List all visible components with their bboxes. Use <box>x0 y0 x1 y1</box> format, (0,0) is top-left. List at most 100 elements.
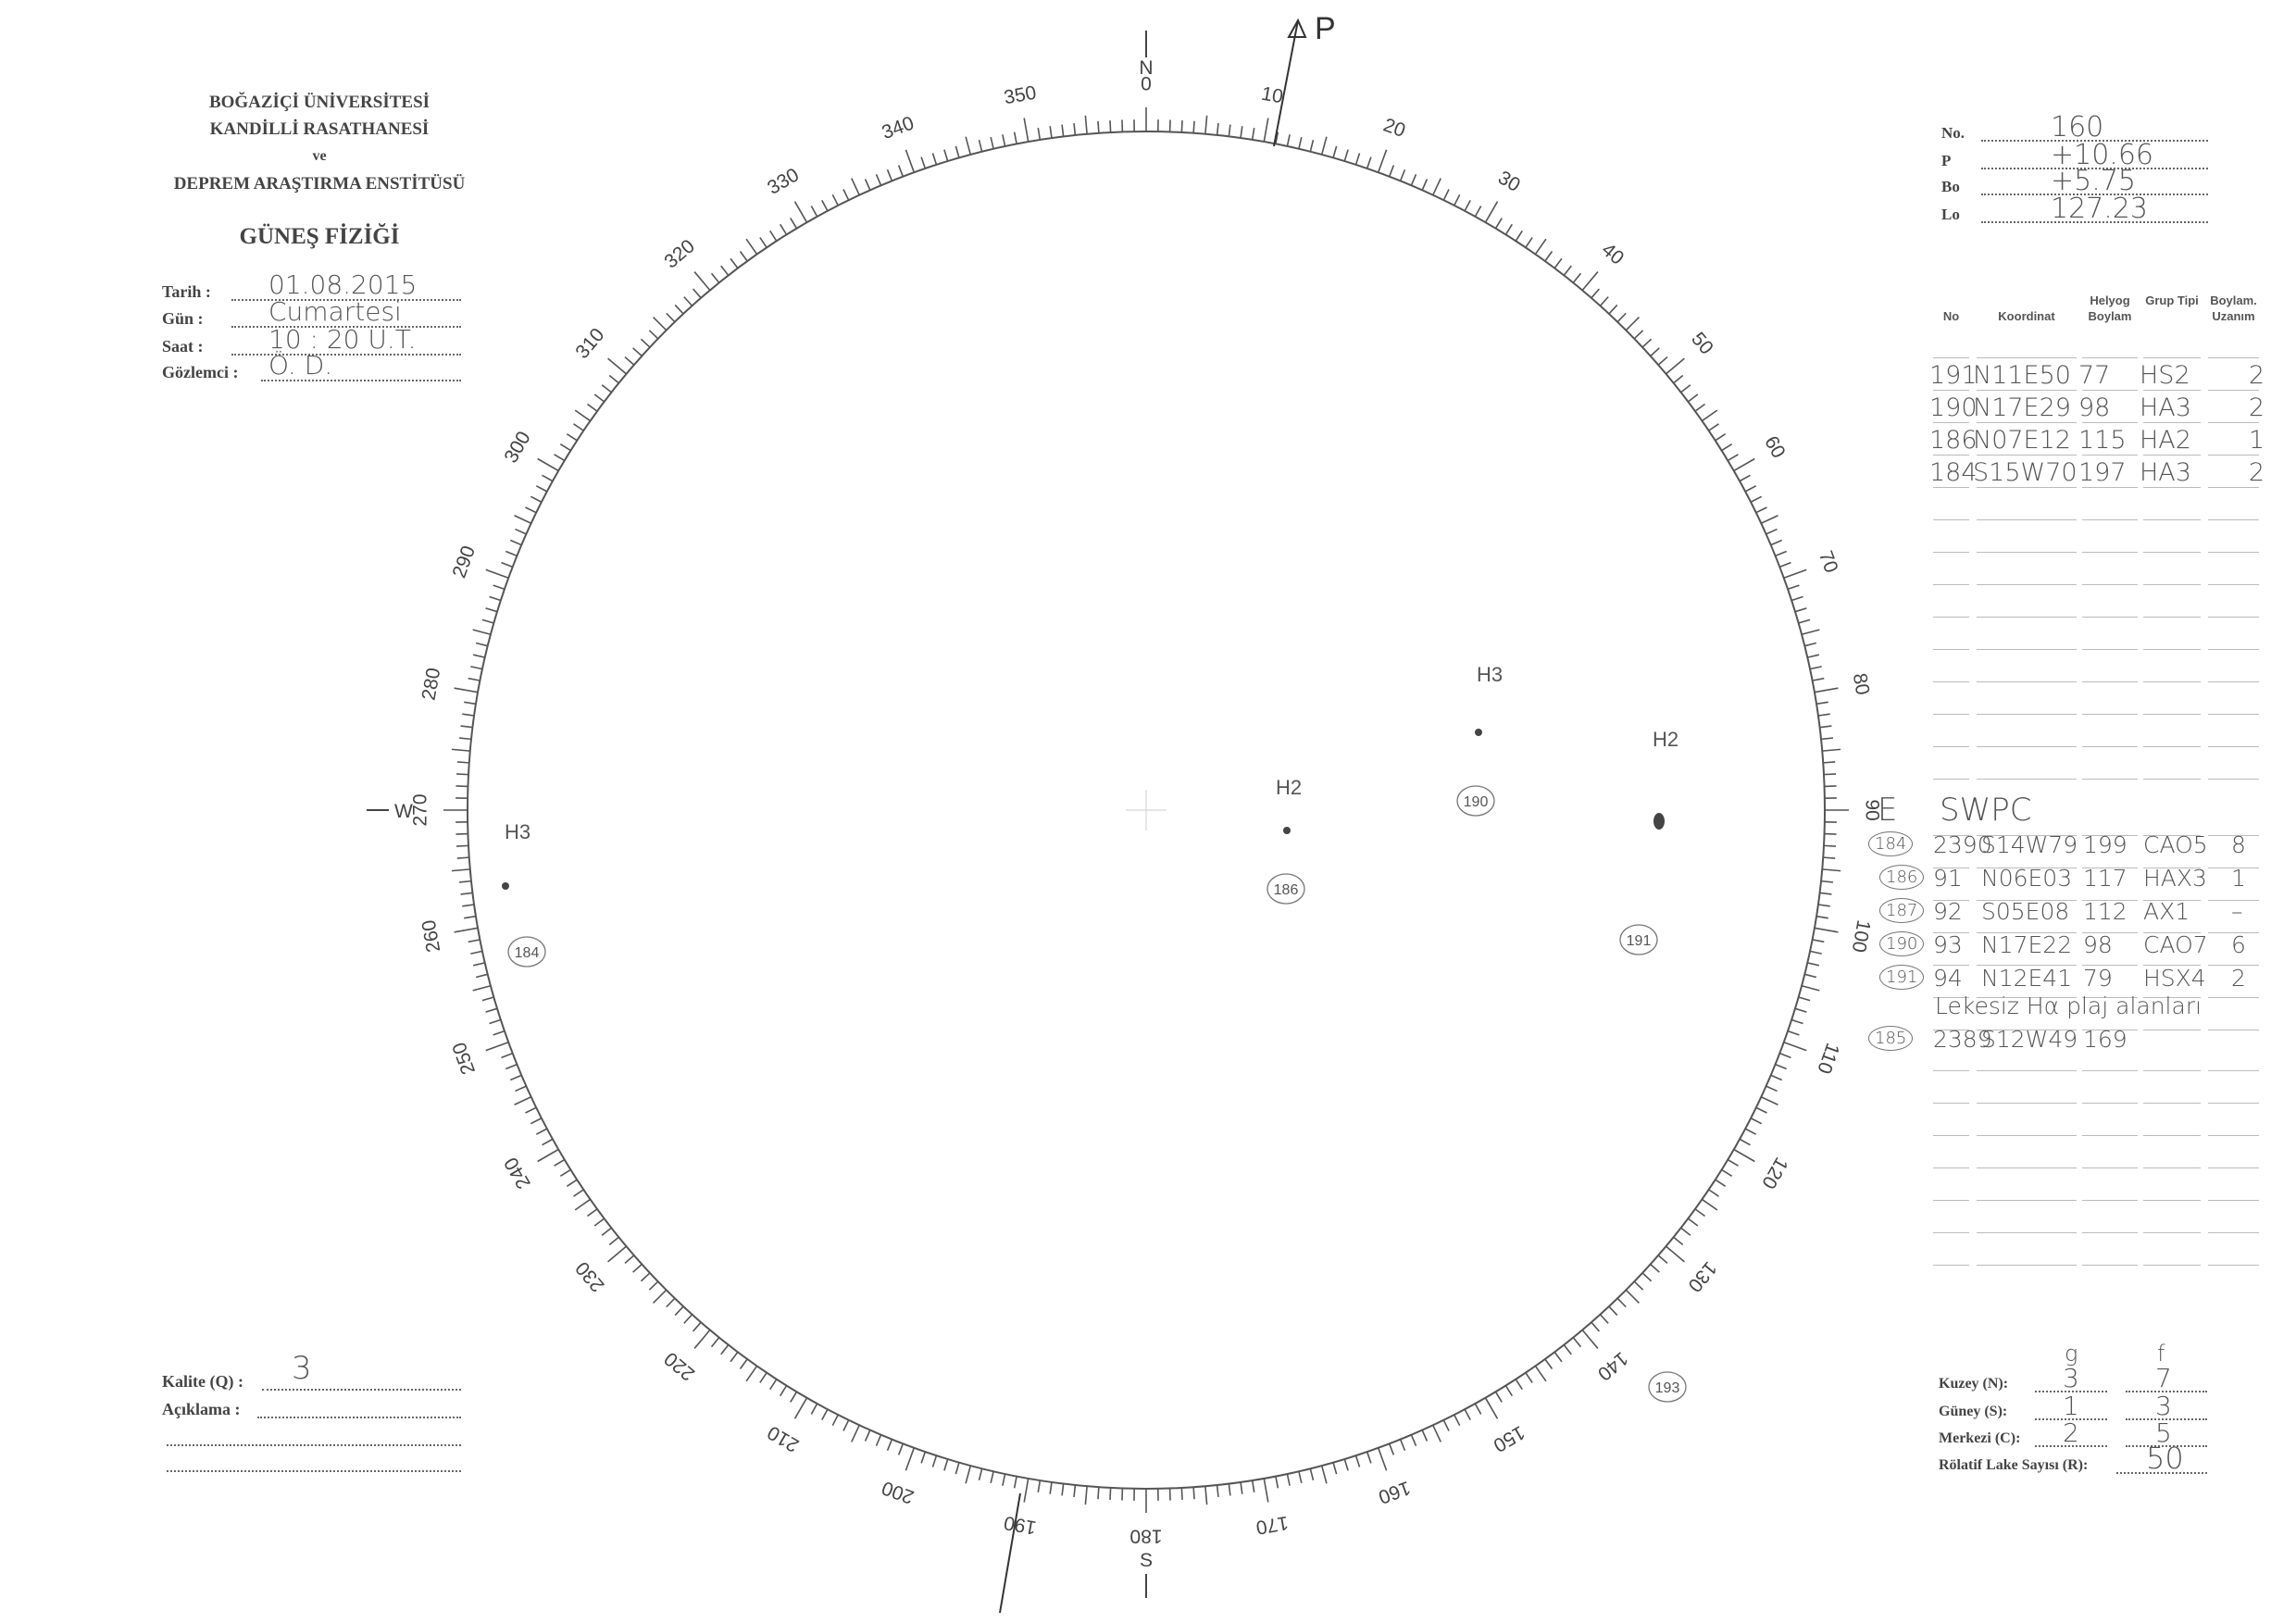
swpc-cell[interactable]: 98 <box>2083 931 2113 958</box>
scale-tick <box>493 1030 505 1036</box>
swpc-cell[interactable]: HSX4 <box>2143 965 2206 992</box>
table-cell[interactable]: S15W70 <box>1973 458 2078 487</box>
scale-tick <box>1464 1408 1471 1421</box>
swpc-cell[interactable]: AX1 <box>2143 898 2190 925</box>
scale-tick <box>1760 515 1778 524</box>
swpc-cell[interactable]: 2390 <box>1933 831 1992 858</box>
swpc-cell[interactable]: S12W49 <box>1981 1026 2078 1053</box>
table-cell[interactable]: 115 <box>2078 426 2127 455</box>
table-cell[interactable]: 2 <box>2248 458 2265 487</box>
table-row-line <box>1933 422 1969 423</box>
scale-tick <box>1320 1465 1328 1484</box>
swpc-cell[interactable]: 1 <box>2231 865 2246 892</box>
comment-line[interactable] <box>167 1444 461 1446</box>
swpc-cell[interactable]: N17E22 <box>1981 931 2073 958</box>
info-value[interactable]: Cumartesi <box>268 296 402 327</box>
table-row-line <box>1933 1232 1969 1233</box>
table-row-line <box>1933 714 1969 715</box>
swpc-cell[interactable]: 94 <box>1933 965 1963 992</box>
group-count[interactable]: 1 <box>2063 1391 2079 1421</box>
swpc-cell[interactable]: 91 <box>1933 865 1963 892</box>
table-cell[interactable]: 2 <box>2248 393 2265 422</box>
table-cell[interactable]: 186 <box>1929 426 1978 455</box>
table-cell[interactable]: N17E29 <box>1973 393 2071 422</box>
scale-tick <box>1591 288 1601 299</box>
group-number-circle <box>1619 924 1658 955</box>
swpc-cell[interactable]: 191 <box>1879 965 1925 990</box>
table-row-line <box>2208 714 2259 715</box>
swpc-cell[interactable]: 92 <box>1933 898 1963 925</box>
scale-tick <box>1766 528 1778 535</box>
swpc-cell[interactable]: 93 <box>1933 931 1963 958</box>
scale-tick <box>1733 457 1755 472</box>
swpc-cell[interactable]: S14W79 <box>1981 831 2078 858</box>
swpc-cell[interactable]: 186 <box>1879 865 1925 890</box>
table-cell[interactable]: 184 <box>1929 458 1978 487</box>
table-row-line <box>1933 552 1969 553</box>
table-cell[interactable]: 98 <box>2078 393 2111 422</box>
swpc-cell[interactable]: 79 <box>2083 965 2113 992</box>
info-value[interactable]: 10 : 20 U.T. <box>268 324 417 355</box>
table-cell[interactable]: HA3 <box>2140 393 2191 422</box>
param-value[interactable]: 160 <box>2051 111 2104 144</box>
group-count[interactable]: 3 <box>2063 1363 2079 1393</box>
info-value[interactable]: 01.08.2015 <box>268 269 418 300</box>
relative-number-value[interactable]: 50 <box>2146 1441 2184 1476</box>
table-cell[interactable]: 77 <box>2078 361 2111 390</box>
table-row-line <box>1977 1167 2077 1168</box>
scale-tick <box>1787 1030 1800 1036</box>
swpc-row-line <box>2208 835 2259 836</box>
table-row-line <box>1933 779 1969 780</box>
param-value[interactable]: +10.66 <box>2051 139 2154 171</box>
swpc-cell[interactable]: 2389 <box>1933 1026 1992 1053</box>
param-field-line <box>1981 140 2208 142</box>
swpc-cell[interactable]: – <box>2231 898 2243 925</box>
swpc-cell[interactable]: 187 <box>1879 898 1925 923</box>
spot-count[interactable]: 7 <box>2155 1363 2172 1393</box>
scale-tick <box>501 561 513 568</box>
swpc-cell[interactable]: 199 <box>2083 831 2128 858</box>
info-value[interactable]: Ö. D. <box>268 350 333 381</box>
table-row-line <box>2208 455 2259 456</box>
info-field-line <box>231 354 461 356</box>
scale-tick <box>1474 206 1482 218</box>
swpc-cell[interactable]: 184 <box>1868 831 1914 856</box>
swpc-cell[interactable]: N12E41 <box>1981 965 2073 992</box>
scale-tick <box>1608 1305 1618 1317</box>
swpc-cell[interactable]: 112 <box>2083 898 2128 925</box>
table-cell[interactable]: HS2 <box>2140 361 2190 390</box>
scale-tick <box>1544 251 1554 262</box>
table-cell[interactable]: HA3 <box>2140 458 2191 487</box>
swpc-cell[interactable]: HAX3 <box>2143 865 2207 892</box>
scale-tick <box>1794 607 1807 613</box>
scale-tick <box>1804 973 1817 979</box>
swpc-cell[interactable]: 8 <box>2231 831 2246 858</box>
table-cell[interactable]: N11E50 <box>1973 361 2071 390</box>
spot-count[interactable]: 3 <box>2155 1391 2172 1421</box>
table-cell[interactable]: 191 <box>1929 361 1978 390</box>
swpc-cell[interactable]: 185 <box>1868 1026 1914 1051</box>
swpc-cell[interactable]: N06E03 <box>1981 865 2073 892</box>
quality-value[interactable]: 3 <box>292 1350 312 1387</box>
table-cell[interactable]: HA2 <box>2140 426 2191 455</box>
table-cell[interactable]: N07E12 <box>1973 426 2071 455</box>
comment-line[interactable] <box>257 1417 461 1418</box>
swpc-cell[interactable]: 190 <box>1879 931 1925 956</box>
swpc-cell[interactable]: 117 <box>2083 865 2128 892</box>
table-cell[interactable]: 197 <box>2078 458 2127 487</box>
swpc-cell[interactable]: 169 <box>2083 1026 2128 1053</box>
table-cell[interactable]: 190 <box>1929 393 1978 422</box>
comment-line[interactable] <box>167 1470 461 1472</box>
swpc-cell[interactable]: CAO7 <box>2143 931 2208 958</box>
swpc-cell[interactable]: 6 <box>2231 931 2246 958</box>
group-count[interactable]: 2 <box>2063 1417 2079 1448</box>
swpc-cell[interactable]: CAO5 <box>2143 831 2208 858</box>
table-cell[interactable]: 1 <box>2248 426 2265 455</box>
swpc-cell[interactable]: 2 <box>2231 965 2246 992</box>
scale-tick <box>475 642 488 647</box>
swpc-cell[interactable]: S05E08 <box>1981 898 2070 925</box>
table-cell[interactable]: 2 <box>2248 361 2265 390</box>
spot-count[interactable]: 5 <box>2155 1417 2172 1448</box>
param-value[interactable]: 127.23 <box>2051 193 2148 225</box>
param-value[interactable]: +5.75 <box>2051 165 2136 197</box>
